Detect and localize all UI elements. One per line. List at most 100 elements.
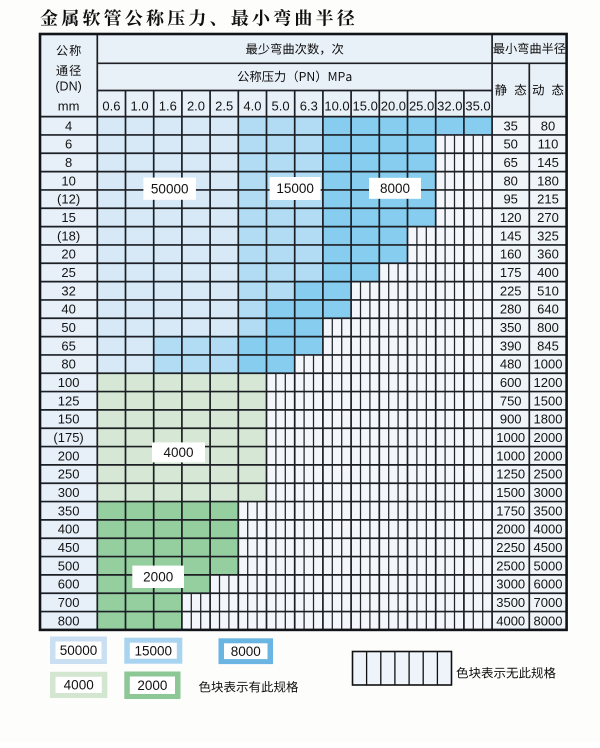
svg-text:400: 400 (537, 265, 559, 280)
svg-text:32: 32 (61, 283, 75, 298)
svg-text:2000: 2000 (496, 522, 525, 537)
svg-text:215: 215 (537, 192, 559, 207)
svg-text:10.0: 10.0 (324, 99, 349, 114)
svg-text:325: 325 (537, 228, 559, 243)
svg-text:15.0: 15.0 (353, 99, 378, 114)
svg-text:2000: 2000 (143, 570, 173, 585)
svg-text:4: 4 (65, 118, 72, 133)
svg-text:120: 120 (500, 210, 522, 225)
svg-text:450: 450 (58, 540, 80, 555)
svg-text:250: 250 (58, 467, 80, 482)
svg-text:1200: 1200 (534, 375, 563, 390)
svg-text:3500: 3500 (496, 595, 525, 610)
svg-text:800: 800 (58, 613, 80, 628)
svg-text:100: 100 (58, 375, 80, 390)
svg-text:1000: 1000 (496, 430, 525, 445)
svg-text:8000: 8000 (534, 613, 563, 628)
svg-text:300: 300 (58, 485, 80, 500)
svg-text:160: 160 (500, 247, 522, 262)
svg-text:8: 8 (65, 155, 72, 170)
svg-text:0.6: 0.6 (102, 99, 120, 114)
svg-text:1000: 1000 (496, 448, 525, 463)
svg-text:500: 500 (58, 558, 80, 573)
svg-text:4000: 4000 (534, 522, 563, 537)
svg-text:510: 510 (537, 283, 559, 298)
svg-text:80: 80 (541, 118, 555, 133)
svg-text:1.0: 1.0 (131, 99, 149, 114)
svg-text:400: 400 (58, 522, 80, 537)
svg-text:175: 175 (500, 265, 522, 280)
svg-text:5000: 5000 (534, 558, 563, 573)
svg-text:65: 65 (503, 155, 517, 170)
svg-text:15000: 15000 (135, 643, 173, 658)
svg-text:2000: 2000 (534, 430, 563, 445)
svg-text:50: 50 (503, 137, 517, 152)
svg-text:270: 270 (537, 210, 559, 225)
svg-text:200: 200 (58, 448, 80, 463)
svg-text:4.0: 4.0 (243, 99, 261, 114)
svg-text:145: 145 (500, 228, 522, 243)
svg-text:(175): (175) (53, 430, 83, 445)
svg-text:50: 50 (61, 320, 75, 335)
svg-text:700: 700 (58, 595, 80, 610)
svg-text:25: 25 (61, 265, 75, 280)
svg-text:3000: 3000 (534, 485, 563, 500)
svg-text:125: 125 (58, 393, 80, 408)
svg-text:8000: 8000 (380, 181, 410, 196)
svg-text:6000: 6000 (534, 577, 563, 592)
svg-text:40: 40 (61, 302, 75, 317)
svg-text:350: 350 (58, 503, 80, 518)
svg-text:1500: 1500 (496, 485, 525, 500)
svg-text:150: 150 (58, 412, 80, 427)
svg-text:1800: 1800 (534, 412, 563, 427)
svg-text:(12): (12) (57, 192, 80, 207)
svg-text:145: 145 (537, 155, 559, 170)
svg-text:2000: 2000 (137, 678, 167, 693)
svg-text:15: 15 (61, 210, 75, 225)
svg-text:6: 6 (65, 137, 72, 152)
svg-text:32.0: 32.0 (437, 99, 462, 114)
svg-text:80: 80 (503, 173, 517, 188)
svg-text:1500: 1500 (534, 393, 563, 408)
svg-text:1000: 1000 (534, 357, 563, 372)
svg-text:390: 390 (500, 338, 522, 353)
svg-text:3500: 3500 (534, 503, 563, 518)
svg-text:640: 640 (537, 302, 559, 317)
svg-text:4000: 4000 (496, 613, 525, 628)
svg-text:350: 350 (500, 320, 522, 335)
svg-text:2250: 2250 (496, 540, 525, 555)
svg-text:600: 600 (58, 577, 80, 592)
svg-text:6.3: 6.3 (300, 99, 318, 114)
svg-text:2500: 2500 (496, 558, 525, 573)
svg-text:35: 35 (503, 118, 517, 133)
svg-text:4000: 4000 (163, 445, 193, 460)
svg-text:280: 280 (500, 302, 522, 317)
svg-text:50000: 50000 (151, 181, 189, 196)
svg-text:2.0: 2.0 (187, 99, 205, 114)
svg-text:8000: 8000 (231, 644, 261, 659)
svg-text:50000: 50000 (60, 643, 98, 658)
svg-text:7000: 7000 (534, 595, 563, 610)
svg-text:4000: 4000 (64, 678, 94, 693)
svg-text:2000: 2000 (534, 448, 563, 463)
svg-text:845: 845 (537, 338, 559, 353)
svg-text:225: 225 (500, 283, 522, 298)
svg-text:5.0: 5.0 (272, 99, 290, 114)
svg-text:4500: 4500 (534, 540, 563, 555)
svg-text:3000: 3000 (496, 577, 525, 592)
svg-text:800: 800 (537, 320, 559, 335)
svg-text:(DN): (DN) (55, 80, 81, 94)
svg-text:180: 180 (537, 173, 559, 188)
svg-text:80: 80 (61, 357, 75, 372)
svg-text:1750: 1750 (496, 503, 525, 518)
svg-text:2.5: 2.5 (215, 99, 233, 114)
svg-text:10: 10 (61, 173, 75, 188)
svg-text:35.0: 35.0 (465, 99, 490, 114)
svg-text:360: 360 (537, 247, 559, 262)
svg-text:20: 20 (61, 247, 75, 262)
svg-text:1.6: 1.6 (159, 99, 177, 114)
svg-text:65: 65 (61, 338, 75, 353)
svg-text:mm: mm (58, 99, 80, 114)
svg-text:900: 900 (500, 412, 522, 427)
svg-text:110: 110 (538, 137, 559, 152)
